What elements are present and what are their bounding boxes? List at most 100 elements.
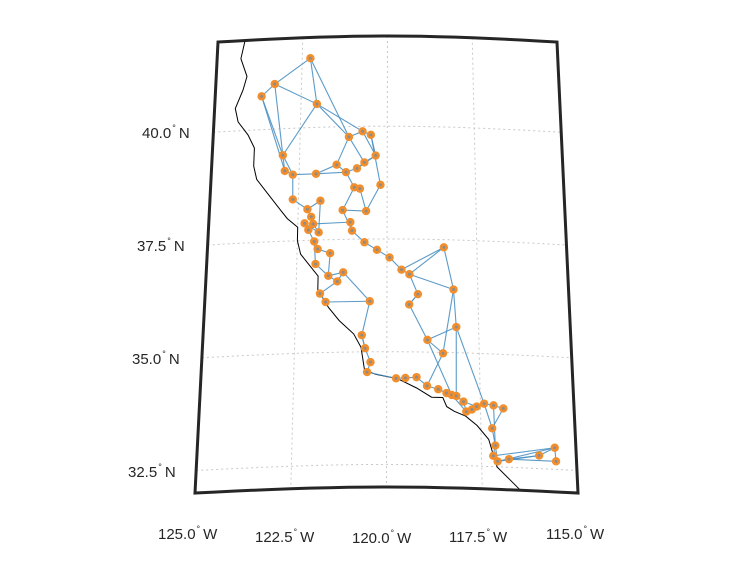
network-node-center [355,166,359,170]
network-node-center [324,300,328,304]
network-node-center [350,229,354,233]
lat-label-32-5: 32.5° N [128,462,176,481]
network-node-center [317,230,321,234]
network-edge [370,134,381,185]
network-nodes [257,53,561,466]
grid-meridian [386,35,388,488]
network-node-center [491,454,495,458]
network-node-center [368,299,372,303]
network-edge [362,131,377,156]
coastline [234,40,521,491]
network-edge [366,371,397,379]
network-edge [365,184,381,212]
network-node-center [407,272,411,276]
coastline-line [234,40,521,491]
lon-label-115: 115.0° W [546,524,605,543]
network-edge [342,187,355,211]
network-node-center [378,183,382,187]
network-edge [452,289,457,328]
network-node-center [365,370,369,374]
network-node-center [442,245,446,249]
network-edge [315,171,347,175]
network-node-center [352,185,356,189]
network-node-center [399,268,403,272]
network-node-center [388,255,392,259]
network-node-center [501,406,505,410]
network-edge [342,271,371,302]
network-node-center [425,338,429,342]
network-node-center [415,375,419,379]
network-node-center [374,154,378,158]
network-node-center [375,248,379,252]
network-edge [409,273,454,291]
network-node-center [326,274,330,278]
network-edge [309,58,318,105]
network-node-center [425,384,429,388]
network-node-center [335,279,339,283]
network-node-center [451,288,455,292]
network-node-center [341,208,345,212]
network-edge [318,200,321,233]
network-edge [348,136,365,163]
network-node-center [369,133,373,137]
map-frame [193,34,580,495]
network-node-center [537,454,541,458]
network-node-center [303,221,307,225]
network-edge [426,353,444,387]
network-edge [508,458,557,462]
network-edge [361,301,371,336]
network-edge [493,447,555,457]
lon-label-117-5: 117.5° W [449,527,508,546]
network-node-center [496,459,500,463]
network-node-center [314,172,318,176]
network-node-center [482,402,486,406]
network-node-center [341,270,345,274]
network-node-center [311,222,315,226]
network-edge [316,103,350,138]
network-node-center [470,408,474,412]
network-edge [309,57,350,138]
network-edge [483,403,493,429]
network-edge [442,289,455,354]
lon-label-122-5: 122.5° W [255,527,315,546]
network-node-center [360,333,364,337]
network-node-center [281,153,285,157]
network-node-center [308,56,312,60]
network-edge [282,103,318,156]
network-node-center [454,325,458,329]
network-node-center [475,405,479,409]
network-node-center [507,457,511,461]
lat-label-35: 35.0° N [132,349,180,368]
network-node-center [368,360,372,364]
lon-label-125: 125.0° W [158,524,218,543]
network-node-center [490,426,494,430]
network-node-center [363,346,367,350]
network-node-center [283,169,287,173]
network-node-center [492,403,496,407]
network-node-center [416,292,420,296]
network-node-center [291,197,295,201]
network-edge [409,246,445,275]
network-edge [336,136,350,165]
network-edge [325,300,370,303]
network-edge [455,326,485,404]
network-edge [443,247,455,290]
network-node-center [347,135,351,139]
network-node-center [260,94,264,98]
network-node-center [361,129,365,133]
network-node-center [273,82,277,86]
network-edge [274,83,284,156]
lon-label-120: 120.0° W [352,528,412,547]
network-edge [401,246,445,271]
network-node-center [315,102,319,106]
network-node-center [348,220,352,224]
network-node-center [441,351,445,355]
network-node-center [291,173,295,177]
network-node-center [407,302,411,306]
network-node-center [364,209,368,213]
network-node-center [328,251,332,255]
network-node-center [403,376,407,380]
network-node-center [394,376,398,380]
lat-label-37-5: 37.5° N [137,236,185,255]
